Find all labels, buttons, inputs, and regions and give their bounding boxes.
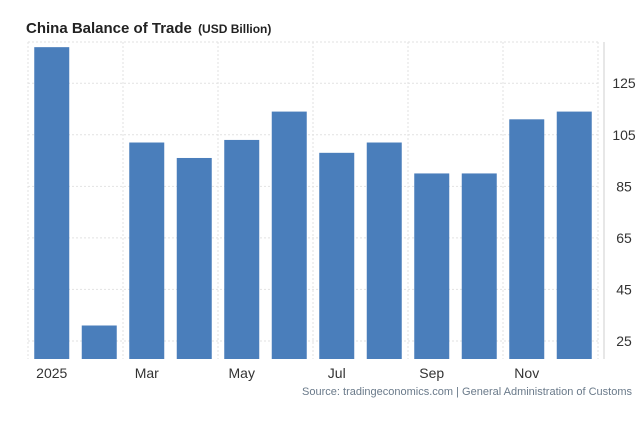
y-tick-label: 125 [612, 75, 636, 91]
y-tick-label: 85 [616, 178, 632, 194]
chart-units: (USD Billion) [198, 22, 272, 36]
chart-title: China Balance of Trade (USD Billion) [26, 20, 271, 37]
bar [271, 111, 307, 360]
bar [81, 325, 117, 359]
y-tick-label: 25 [616, 333, 632, 349]
x-tick-label: 2025 [36, 365, 67, 381]
grid [27, 41, 605, 359]
x-tick-label: May [229, 365, 255, 381]
y-axis-ticks: 25 45 65 85 105 125 [612, 75, 636, 349]
bar [414, 173, 450, 359]
bar [461, 173, 497, 359]
chart-title-text: China Balance of Trade [26, 20, 192, 37]
x-tick-label: Mar [135, 365, 159, 381]
x-tick-label: Sep [419, 365, 444, 381]
y-tick-label: 105 [612, 127, 636, 143]
bar [224, 139, 260, 359]
bar [176, 157, 212, 359]
x-tick-label: Jul [328, 365, 346, 381]
x-axis-ticks: 2025 Mar May Jul Sep Nov [36, 365, 539, 381]
bars [34, 47, 592, 360]
bar [319, 152, 355, 359]
bar [556, 111, 592, 360]
y-tick-label: 45 [616, 281, 632, 297]
bar [34, 47, 70, 359]
bar [366, 142, 402, 359]
bar [509, 119, 545, 359]
x-tick-label: Nov [514, 365, 539, 381]
source-note: Source: tradingeconomics.com | General A… [302, 386, 632, 398]
y-tick-label: 65 [616, 230, 632, 246]
bar [129, 142, 165, 359]
